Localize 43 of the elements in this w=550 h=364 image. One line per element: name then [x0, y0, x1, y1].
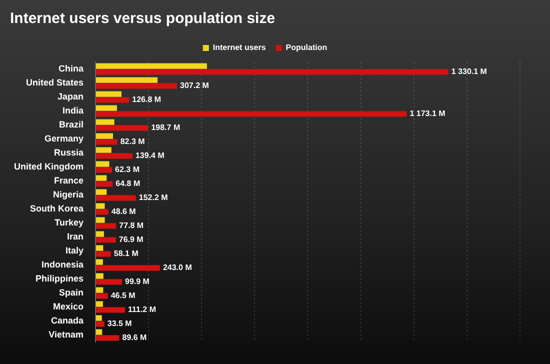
data-label: 1 330.1 M: [451, 67, 488, 76]
data-label: 48.6 M: [111, 207, 136, 216]
data-label: 77.8 M: [119, 221, 144, 230]
data-label: 99.9 M: [124, 277, 150, 286]
data-label: 1 173.1 M: [410, 109, 446, 118]
data-label: 76.9 M: [118, 235, 144, 244]
y-tick-label: Italy: [65, 245, 84, 256]
data-label: 111.2 M: [128, 305, 156, 314]
y-tick-label: South Korea: [30, 203, 84, 214]
data-label: 58.1 M: [114, 249, 139, 258]
y-tick-label: Mexico: [52, 301, 84, 312]
y-tick-label: China: [58, 63, 84, 74]
data-label: 152.2 M: [138, 193, 168, 202]
y-tick-label: Spain: [58, 287, 84, 298]
y-tick-label: Brazil: [58, 119, 84, 130]
y-tick-label: United States: [26, 77, 84, 88]
legend-label: Population: [286, 43, 328, 52]
data-label: 307.2 M: [180, 81, 210, 90]
y-tick-label: Nigeria: [52, 189, 84, 200]
data-label: 82.3 M: [120, 137, 146, 146]
y-tick-label: United Kingdom: [14, 161, 84, 172]
data-label: 198.7 M: [151, 123, 180, 132]
data-label: 89.6 M: [122, 333, 148, 342]
y-tick-label: Japan: [57, 91, 84, 102]
y-tick-label: Turkey: [54, 217, 84, 228]
y-tick-label: Vietnam: [48, 329, 84, 340]
y-tick-label: Iran: [66, 231, 84, 242]
y-tick-label: Germany: [44, 133, 84, 144]
y-tick-label: Philippines: [35, 273, 84, 284]
data-label: 64.8 M: [116, 179, 140, 188]
legend-label: Internet users: [212, 43, 266, 52]
y-tick-label: India: [62, 105, 84, 116]
data-label: 62.3 M: [115, 165, 140, 174]
y-tick-label: France: [54, 175, 84, 186]
data-label: 126.8 M: [132, 95, 162, 104]
chart-title: Internet users versus population size: [10, 10, 276, 28]
y-tick-label: Russia: [54, 147, 84, 158]
y-tick-label: Canada: [50, 315, 84, 326]
data-label: 139.4 M: [135, 151, 165, 160]
y-tick-label: Indonesia: [41, 259, 84, 270]
data-label: 46.5 M: [110, 291, 136, 300]
data-label: 33.5 M: [107, 319, 132, 328]
data-label: 243.0 M: [162, 263, 192, 272]
